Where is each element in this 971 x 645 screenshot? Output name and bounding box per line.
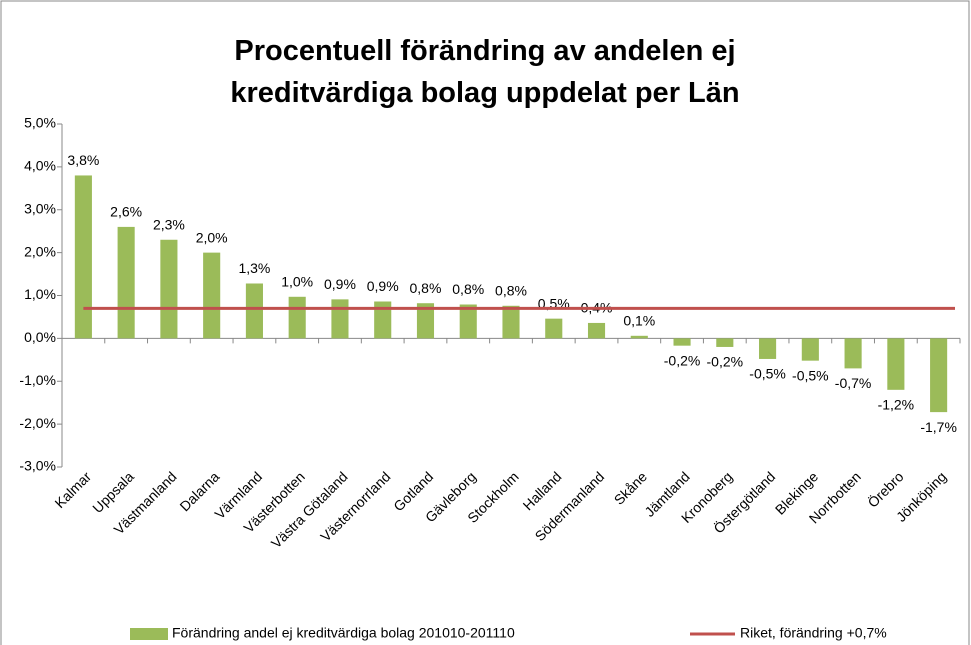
data-label: -0,5%	[749, 366, 786, 382]
y-tick-label: -1,0%	[19, 372, 56, 388]
data-label: 0,1%	[623, 313, 655, 329]
y-tick-label: 5,0%	[24, 115, 56, 131]
bar	[844, 338, 862, 369]
y-tick-label: -3,0%	[19, 458, 56, 474]
bar	[331, 299, 349, 339]
legend-label: Riket, förändring +0,7%	[740, 625, 887, 641]
bar	[203, 252, 221, 339]
bar	[801, 338, 819, 361]
y-tick-label: -2,0%	[19, 415, 56, 431]
data-label: 0,9%	[367, 278, 399, 294]
legend-label: Förändring andel ej kreditvärdiga bolag …	[172, 625, 515, 641]
x-tick-label: Kalmar	[51, 468, 94, 511]
data-label: 1,3%	[238, 260, 270, 276]
bar	[502, 305, 520, 339]
bar	[117, 226, 135, 339]
bar	[288, 296, 306, 339]
y-tick-label: 2,0%	[24, 243, 56, 259]
y-tick-label: 0,0%	[24, 329, 56, 345]
data-label: -0,5%	[792, 367, 829, 383]
data-label: 0,8%	[495, 282, 527, 298]
x-tick-label: Örebro	[864, 468, 907, 511]
bar	[459, 304, 477, 339]
data-label: 0,9%	[324, 276, 356, 292]
bar	[716, 338, 734, 347]
bar	[759, 338, 777, 359]
bar	[587, 322, 606, 339]
bar	[930, 338, 948, 413]
bar	[887, 338, 905, 390]
data-label: 2,6%	[110, 204, 142, 220]
bar	[160, 239, 178, 339]
data-label: -0,7%	[835, 375, 872, 391]
data-label: -1,7%	[920, 419, 957, 435]
bar	[416, 303, 435, 339]
y-tick-label: 4,0%	[24, 158, 56, 174]
data-label: 2,0%	[196, 229, 228, 245]
x-tick-label: Västra Götaland	[268, 468, 351, 551]
x-tick-label: Skåne	[611, 468, 651, 508]
data-label: -0,2%	[664, 352, 701, 368]
chart-title: Procentuell förändring av andelen ej kre…	[230, 35, 740, 109]
bar	[630, 335, 648, 339]
bar	[545, 318, 563, 339]
data-label: 1,0%	[281, 273, 313, 289]
data-label: 3,8%	[67, 152, 99, 168]
bar	[245, 283, 263, 339]
data-label: 0,8%	[410, 280, 442, 296]
bar	[74, 175, 92, 339]
data-label: 2,3%	[153, 216, 185, 232]
data-label: -0,2%	[707, 354, 744, 370]
y-tick-label: 3,0%	[24, 200, 56, 216]
data-label: 0,8%	[452, 281, 484, 297]
bar	[673, 338, 691, 346]
data-label: -1,2%	[878, 397, 915, 413]
bar	[374, 301, 392, 339]
legend-swatch	[130, 628, 168, 640]
y-tick-label: 1,0%	[24, 286, 56, 302]
